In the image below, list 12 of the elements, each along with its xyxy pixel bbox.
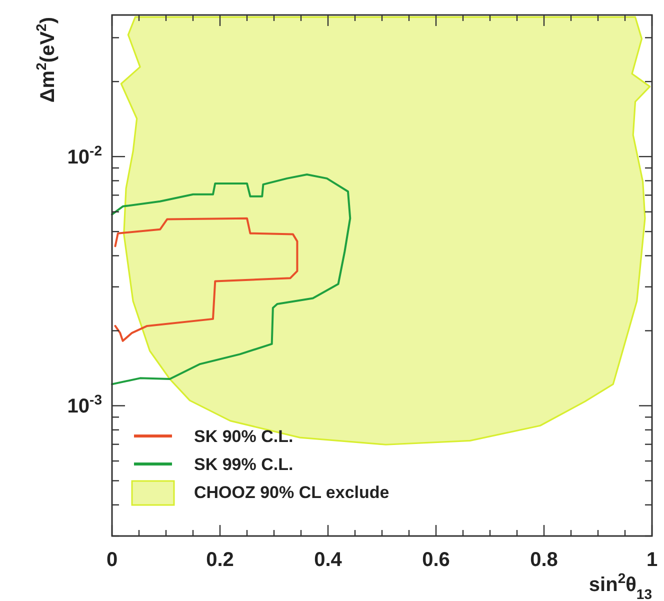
x-tick-label: 0.2 [206, 549, 234, 571]
legend-label: SK 90% C.L. [194, 427, 294, 446]
y-tick-label: 10$^{-2}$ [67, 142, 102, 169]
x-tick-label: 0.8 [530, 549, 558, 571]
legend-label: CHOOZ 90% CL exclude [194, 483, 390, 502]
x-tick-label: 1 [646, 549, 658, 571]
x-tick-label: 0 [106, 549, 118, 571]
x-tick-label: 0.6 [422, 549, 450, 571]
x-tick-label: 0.4 [314, 549, 343, 571]
y-tick-label: 10$^{-3}$ [67, 392, 102, 418]
legend-label: SK 99% C.L. [194, 455, 294, 474]
x-axis-title: sin$^{2}$θ$_{13}$ [588, 570, 652, 601]
